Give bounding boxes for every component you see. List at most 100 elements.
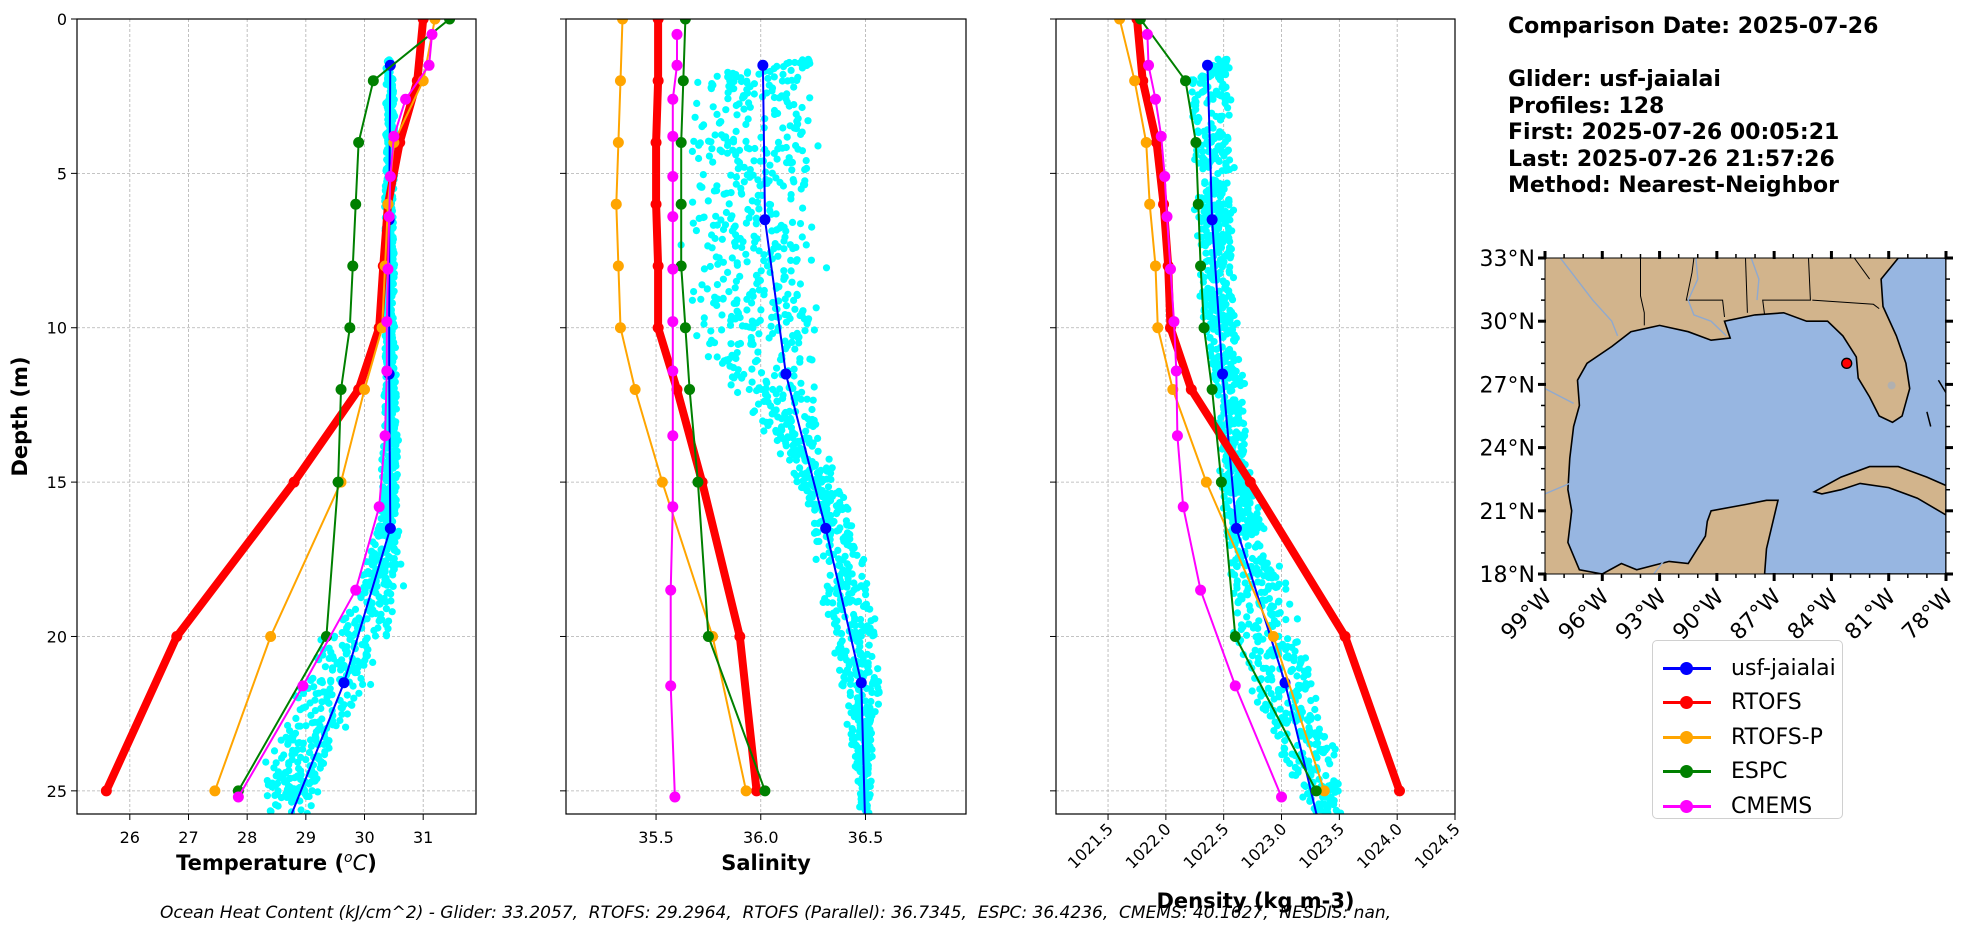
scatter-point — [793, 290, 801, 298]
scatter-point — [1221, 324, 1229, 332]
scatter-point — [822, 264, 831, 272]
scatter-point — [743, 306, 751, 314]
scatter-point — [810, 416, 818, 424]
scatter-point — [762, 168, 770, 176]
series-RTOFS-P — [610, 19, 752, 797]
series-point — [1177, 501, 1189, 513]
scatter-point — [327, 676, 335, 684]
scatter-point — [1278, 640, 1287, 648]
scatter-point — [1303, 682, 1311, 690]
x-axis-label: Density (kg m-3) — [1156, 889, 1354, 913]
scatter-point — [1232, 556, 1240, 564]
y-axis-label: Depth (m) — [8, 356, 32, 476]
series-point — [751, 785, 763, 797]
scatter-point — [775, 283, 783, 291]
scatter-point — [824, 483, 833, 491]
series-point — [669, 791, 681, 803]
scatter-point — [720, 190, 728, 198]
x-axis-label: Temperature (oC) — [176, 850, 377, 875]
lon-tick-label: 87°W — [1726, 584, 1787, 645]
scatter-point — [867, 777, 875, 785]
scatter-point — [1205, 309, 1213, 317]
scatter-point — [786, 241, 794, 249]
scatter-point — [865, 718, 873, 727]
scatter-point — [732, 127, 740, 135]
scatter-point — [754, 348, 762, 356]
scatter-point — [763, 262, 772, 270]
state-border — [1812, 299, 1880, 310]
series-point — [1149, 93, 1161, 105]
scatter-point — [814, 434, 822, 442]
scatter-point — [299, 689, 308, 698]
legend-dot-icon — [1680, 765, 1693, 778]
scatter-point — [1248, 687, 1256, 695]
series-point — [675, 198, 687, 210]
scatter-point — [1253, 509, 1261, 518]
scatter-point — [786, 407, 794, 415]
scatter-point — [753, 235, 761, 243]
scatter-point — [1194, 113, 1202, 122]
scatter-point — [338, 710, 346, 718]
scatter-point — [306, 736, 315, 744]
scatter-point — [1224, 133, 1232, 141]
scatter-point — [1292, 771, 1300, 780]
scatter-point — [851, 631, 860, 639]
scatter-point — [371, 632, 380, 640]
scatter-point — [378, 531, 387, 539]
scatter-point — [1207, 343, 1215, 351]
series-point — [1159, 170, 1171, 182]
scatter-point — [746, 103, 754, 111]
scatter-point — [725, 288, 733, 296]
scatter-point — [718, 311, 726, 319]
scatter-point — [375, 599, 383, 608]
series-RTOFS — [650, 19, 763, 797]
scatter-point — [296, 706, 304, 714]
scatter-point — [343, 710, 351, 718]
series-point — [614, 322, 626, 334]
scatter-point — [700, 265, 709, 273]
scatter-point — [857, 778, 865, 786]
scatter-point — [1283, 756, 1291, 764]
scatter-point — [1281, 745, 1289, 753]
scatter-point — [755, 286, 763, 294]
y-tick-label: 10 — [47, 319, 67, 338]
scatter-point — [1254, 504, 1262, 512]
scatter-point — [857, 615, 865, 624]
scatter-point — [327, 648, 335, 656]
scatter-point — [1284, 717, 1292, 725]
series-line — [669, 34, 678, 798]
scatter-point — [373, 582, 381, 590]
scatter-point — [873, 689, 881, 698]
scatter-point — [1223, 504, 1231, 512]
scatter-point — [766, 161, 774, 169]
scatter-point — [695, 154, 703, 163]
series-line — [1146, 34, 1283, 798]
scatter-point — [346, 700, 355, 708]
series-ESPC — [1134, 19, 1322, 797]
scatter-point — [772, 426, 780, 435]
scatter-point — [1321, 746, 1329, 754]
scatter-point — [369, 658, 377, 667]
scatter-point — [853, 742, 861, 750]
scatter-point — [1257, 588, 1265, 597]
scatter-point — [754, 191, 762, 199]
scatter-point — [792, 125, 801, 133]
series-point — [381, 365, 393, 377]
scatter-point — [1216, 204, 1225, 212]
y-tick-label: 20 — [47, 627, 67, 646]
scatter-point — [789, 332, 797, 340]
series-point — [1164, 263, 1176, 275]
scatter-glider-raw — [1180, 55, 1345, 814]
scatter-point — [390, 273, 398, 281]
scatter-point — [351, 605, 360, 614]
scatter-point — [692, 227, 701, 235]
series-point — [759, 785, 771, 797]
scatter-point — [1296, 727, 1304, 735]
scatter-point — [1320, 733, 1329, 741]
scatter-point — [746, 166, 754, 174]
scatter-point — [355, 689, 363, 697]
scatter-point — [717, 216, 725, 224]
scatter-point — [790, 178, 798, 186]
scatter-point — [302, 722, 310, 730]
scatter-point — [756, 316, 764, 324]
